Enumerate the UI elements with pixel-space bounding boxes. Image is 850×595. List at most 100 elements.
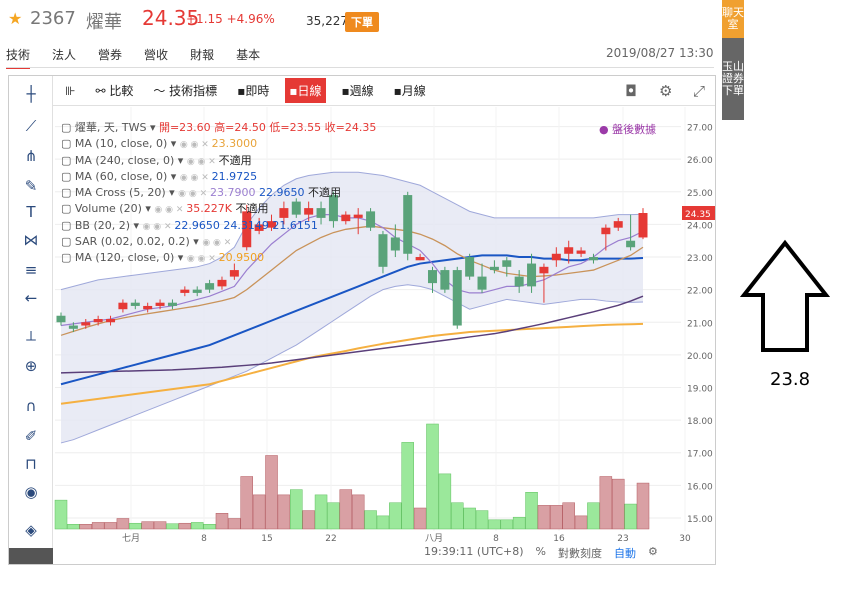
footer-settings-icon[interactable]: ⚙ [647,545,658,558]
weekly-button[interactable]: ▪週線 [341,84,374,98]
order-button[interactable]: 下單 [345,12,379,32]
price-chart-svg[interactable]: 15.00 16.00 17.00 18.00 19.00 20.00 21.00 22.00… [9,76,715,564]
auto-scale-button[interactable]: 自動 [613,547,636,560]
lock-drawing-icon[interactable]: ✐ [24,427,38,445]
datetime-label: 2019/08/27 13:30 [606,46,714,60]
monthly-button[interactable]: ▪月線 [393,84,426,98]
legend-controls-icon[interactable]: ◉ ◉ ✕ [179,140,212,151]
esun-order-button[interactable]: 玉山證券下單 [722,38,744,120]
chart-footer: 19:39:11 (UTC+8) % 對數刻度 自動 ⚙ [424,545,658,561]
legend-controls-icon[interactable]: ◉ ◉ ✕ [202,238,232,249]
candle-body [613,221,623,228]
indicator-legend: ▢ 燿華, 天, TWS ▾ 開=23.60 高=24.50 低=23.55 收… [61,120,376,267]
legend-row[interactable]: ▢ MA (120, close, 0) ▾ ◉ ◉ ✕ 20.9500 [61,250,376,266]
volume-bar [463,507,476,530]
legend-row[interactable]: ▢ MA (10, close, 0) ▾ ◉ ◉ ✕ 23.3000 [61,136,376,152]
legend-row[interactable]: ▢ 燿華, 天, TWS ▾ 開=23.60 高=24.50 低=23.55 收… [61,120,376,136]
fullscreen-icon[interactable]: ⤢ [693,82,706,100]
indicators-button[interactable]: 〜 技術指標 [153,84,218,98]
brush-icon[interactable]: ✎ [24,177,38,195]
legend-row[interactable]: ▢ MA (60, close, 0) ▾ ◉ ◉ ✕ 21.9725 [61,169,376,185]
volume-bar [364,510,377,530]
legend-value: 24.3149 [223,218,273,232]
stock-name: 燿華 [86,12,122,33]
layers-icon[interactable]: ◈ [25,521,37,539]
magnet-icon[interactable]: ∩ [25,397,37,415]
chat-room-button[interactable]: 聊天室 [722,0,744,38]
indicators-label: 技術指標 [169,84,218,98]
legend-value: 不適用 [218,153,252,167]
side-buttons: 聊天室 玉山證券下單 [722,0,744,120]
up-arrow-annotation [740,239,830,352]
toolbar-collapse[interactable] [9,548,53,564]
x-tick-label: 30 [679,534,691,544]
daily-button[interactable]: ▪日線 [285,78,326,103]
tab-financials[interactable]: 財報 [190,48,215,62]
legend-controls-icon[interactable]: ◉ ◉ ✕ [186,156,219,167]
volume-bar [351,494,365,530]
unlock-icon[interactable]: ⊓ [25,455,37,473]
candle-body [564,247,574,254]
ruler-icon[interactable]: ⟂ [25,327,36,345]
crosshair-icon[interactable]: ┼ [26,85,36,103]
candle-body [167,302,177,306]
legend-value: 22.9650 [258,186,308,200]
settings-gear-icon[interactable]: ⚙ [659,82,673,100]
y-tick-label: 19.00 [687,384,713,394]
legend-controls-icon[interactable]: ◉ ◉ ✕ [178,189,210,200]
pitchfork-icon[interactable]: ⋔ [24,147,38,165]
legend-value: 不適用 [235,202,269,216]
legend-row[interactable]: ▢ Volume (20) ▾ ◉ ◉ ✕ 35.227K 不適用 [61,201,376,217]
pattern-icon[interactable]: ⋈ [23,231,39,249]
candle-body [217,279,227,287]
x-tick-label: 23 [617,534,628,544]
x-tick-label: 22 [325,534,336,544]
candle-type-button[interactable]: ⊪ [65,83,76,98]
legend-controls-icon[interactable]: ◉ ◉ ✕ [186,254,219,265]
tab-technical[interactable]: 技術 [6,46,31,69]
candle-body [403,195,413,254]
compare-button[interactable]: ⚯ 比較 [95,84,134,98]
volume-bar [215,513,229,530]
volume-bar [54,499,68,530]
candle-body [279,208,289,218]
eye-icon[interactable]: ◉ [24,483,38,501]
legend-controls-icon[interactable]: ◉ ◉ ✕ [154,205,187,216]
candle-body [68,325,78,329]
y-tick-label: 26.00 [687,156,713,166]
percent-scale-button[interactable]: % [535,545,546,558]
log-scale-button[interactable]: 對數刻度 [557,547,602,560]
fibonacci-icon[interactable]: ≡ [24,261,38,279]
volume-bar [290,489,303,530]
candle-body [130,302,140,306]
legend-controls-icon[interactable]: ◉ ◉ ✕ [179,172,212,183]
volume-bar [240,476,253,530]
legend-controls-icon[interactable]: ◉ ◉ ✕ [142,221,175,232]
legend-row[interactable]: ▢ MA Cross (5, 20) ▾ ◉ ◉ ✕ 23.7900 22.96… [61,185,376,201]
intraday-button[interactable]: ▪即時 [237,84,270,98]
volume-bar [277,494,291,530]
legend-row[interactable]: ▢ MA (240, close, 0) ▾ ◉ ◉ ✕ 不適用 [61,153,376,169]
volume-bar [500,519,514,530]
zoom-in-icon[interactable]: ⊕ [24,357,38,375]
y-tick-label: 24.00 [687,221,713,231]
tab-institutional[interactable]: 法人 [52,48,77,62]
tab-margin[interactable]: 營券 [98,48,123,62]
last-price-label: 24.35 [685,210,711,220]
volume-bar [525,492,538,530]
tab-revenue[interactable]: 營收 [144,48,169,62]
series-line [60,284,644,444]
legend-row[interactable]: ▢ SAR (0.02, 0.02, 0.2) ▾ ◉ ◉ ✕ [61,234,376,250]
favorite-star-icon[interactable]: ★ [8,9,23,28]
tab-basic[interactable]: 基本 [236,48,261,62]
candle-body [192,289,202,293]
candle-body [242,211,252,248]
camera-icon[interactable]: ◘ [625,82,637,100]
volume-bar [178,522,192,530]
volume-bar [104,522,117,530]
candle-body [465,257,475,277]
trend-line-icon[interactable]: ⟋ [25,117,37,135]
arrow-back-icon[interactable]: ← [24,289,38,307]
text-tool-icon[interactable]: T [26,203,36,221]
legend-row[interactable]: ▢ BB (20, 2) ▾ ◉ ◉ ✕ 22.9650 24.3149 21.… [61,218,376,234]
